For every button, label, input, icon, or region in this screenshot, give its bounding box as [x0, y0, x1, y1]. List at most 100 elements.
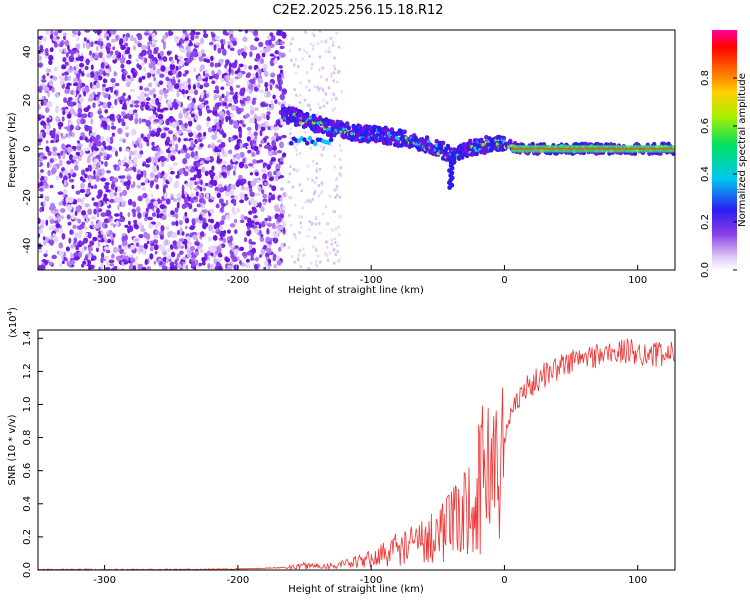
spectrogram-point — [151, 141, 155, 146]
spectrogram-point — [258, 186, 262, 192]
spectrogram-point — [185, 70, 189, 75]
spectrogram-point — [303, 253, 306, 257]
spectrogram-point — [298, 183, 302, 187]
spectrogram-point — [148, 89, 154, 96]
spectrogram-point — [74, 232, 80, 239]
spectrogram-point — [234, 122, 239, 129]
spectrogram-point — [167, 99, 172, 106]
spectrogram-point — [90, 118, 94, 125]
spectrogram-point — [190, 101, 195, 108]
spectrogram-point — [309, 108, 312, 112]
spectrogram-point — [209, 179, 215, 185]
spectrogram-point — [62, 57, 67, 63]
spectrogram-point — [214, 62, 219, 68]
spectrogram-point — [265, 121, 269, 127]
spectrogram-point — [100, 168, 105, 175]
spectrogram-point — [185, 45, 190, 52]
spectrogram-point — [269, 184, 272, 188]
spectrogram-point — [48, 59, 53, 65]
spectrogram-point — [242, 36, 248, 42]
spectrogram-point — [194, 113, 198, 121]
spectrogram-point — [338, 172, 342, 176]
spectrogram-point — [169, 261, 175, 267]
spectrogram-point — [60, 79, 64, 86]
spectrogram-point — [77, 113, 82, 118]
spectrogram-point — [77, 140, 80, 144]
spectrogram-point — [79, 118, 86, 125]
spectrogram-point — [229, 47, 235, 51]
y-tick-label: 0.8 — [22, 430, 33, 446]
spectrogram-point — [114, 265, 118, 270]
spectrogram-point — [317, 88, 321, 92]
spectrogram-point — [81, 169, 86, 176]
spectrogram-point — [75, 190, 81, 195]
ridge-point — [327, 127, 332, 131]
y-tick-label: 0.6 — [22, 463, 33, 479]
spectrogram-point — [105, 177, 111, 182]
spectrogram-point — [93, 208, 97, 215]
spectrogram-point — [227, 239, 231, 244]
ridge-point — [289, 140, 294, 146]
spectrogram-point — [104, 68, 110, 74]
ridge-point — [307, 136, 313, 141]
spectrogram-point — [264, 92, 267, 98]
spectrogram-point — [134, 112, 139, 119]
spectrogram-point — [247, 217, 252, 224]
spectrogram-point — [135, 242, 140, 247]
spectrogram-point — [97, 241, 101, 248]
spectrogram-point — [111, 132, 115, 137]
spectrogram-point — [164, 239, 169, 246]
spectrogram-point — [110, 105, 114, 109]
spectrogram-point — [103, 218, 109, 224]
spectrogram-point — [169, 244, 174, 251]
spectrogram-point — [187, 77, 191, 84]
spectrogram-point — [249, 105, 255, 111]
spectrogram-point — [95, 175, 101, 182]
spectrogram-point — [38, 141, 42, 146]
spectrogram-point — [210, 55, 214, 61]
spectrogram-point — [268, 171, 272, 178]
spectrogram-point — [44, 47, 49, 55]
spectrogram-point — [38, 62, 43, 68]
spectrogram-point — [190, 197, 195, 204]
spectrogram-point — [88, 182, 92, 189]
spectrogram-point — [268, 176, 274, 182]
spectrogram-point — [223, 185, 227, 192]
spectrogram-point — [121, 111, 126, 117]
spectrogram-point — [119, 57, 125, 64]
spectrogram-point — [95, 81, 100, 89]
spectrogram-point — [280, 52, 286, 58]
spectrogram-point — [267, 265, 271, 270]
spectrogram-point — [143, 231, 149, 239]
spectrogram-point — [75, 64, 79, 70]
spectrogram-point — [113, 90, 118, 95]
spectrogram-point — [58, 250, 64, 257]
spectrogram-point — [296, 142, 299, 146]
spectrogram-point — [249, 78, 256, 84]
spectrogram-point — [194, 89, 198, 96]
spectrogram-point — [120, 118, 125, 123]
spectrogram-point — [79, 135, 84, 141]
spectrogram-point — [281, 134, 287, 139]
spectrogram-point — [48, 226, 52, 231]
spectrogram-point — [71, 101, 77, 106]
spectrogram-point — [136, 206, 141, 213]
spectrogram-point — [115, 82, 120, 87]
spectrogram-point — [188, 131, 194, 137]
spectrogram-point — [279, 79, 283, 85]
spectrogram-point — [288, 172, 292, 176]
spectrogram-point — [67, 204, 73, 211]
spectrogram-point — [215, 95, 221, 99]
spectrogram-point — [70, 244, 75, 249]
spectrogram-point — [69, 108, 76, 115]
spectrogram-point — [119, 211, 123, 218]
ridge-point — [326, 140, 331, 145]
spectrogram-point — [156, 208, 160, 215]
spectrogram-point — [297, 253, 301, 257]
spectrogram-point — [195, 150, 198, 156]
spectrogram-point — [228, 119, 234, 125]
spectrogram-point — [178, 238, 185, 242]
spectrogram-point — [63, 257, 67, 261]
spectrogram-point — [211, 125, 218, 129]
